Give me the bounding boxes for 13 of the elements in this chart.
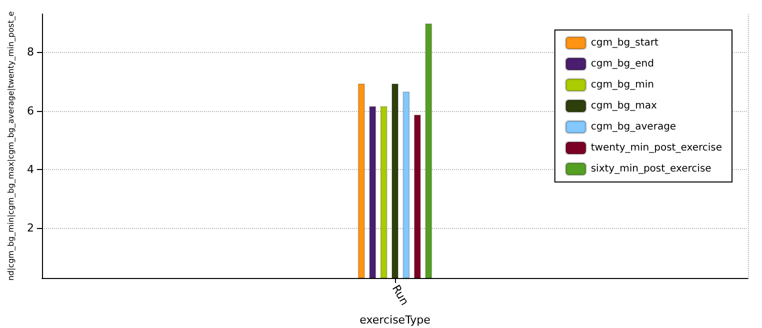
x-axis-title: exerciseType xyxy=(360,314,431,327)
legend-label: cgm_bg_average xyxy=(590,122,676,132)
y-tick-label: 8 xyxy=(27,46,34,59)
y-tick-label: 6 xyxy=(27,104,34,118)
legend-label: twenty_min_post_exercise xyxy=(590,142,722,154)
y-tick-label: 2 xyxy=(27,222,34,235)
legend-label: cgm_bg_min xyxy=(590,80,654,90)
legend-label: cgm_bg_end xyxy=(590,58,654,70)
y-axis-title: nd|cgm_bg_min|cgm_bg_max|cgm_bg_average|twenty_min_post_e xyxy=(6,11,16,281)
legend-label: sixty_min_post_exercise xyxy=(590,164,712,174)
y-tick-label: 4 xyxy=(27,162,34,176)
legend-label: cgm_bg_max xyxy=(590,100,657,112)
legend-label: cgm_bg_start xyxy=(590,38,658,48)
